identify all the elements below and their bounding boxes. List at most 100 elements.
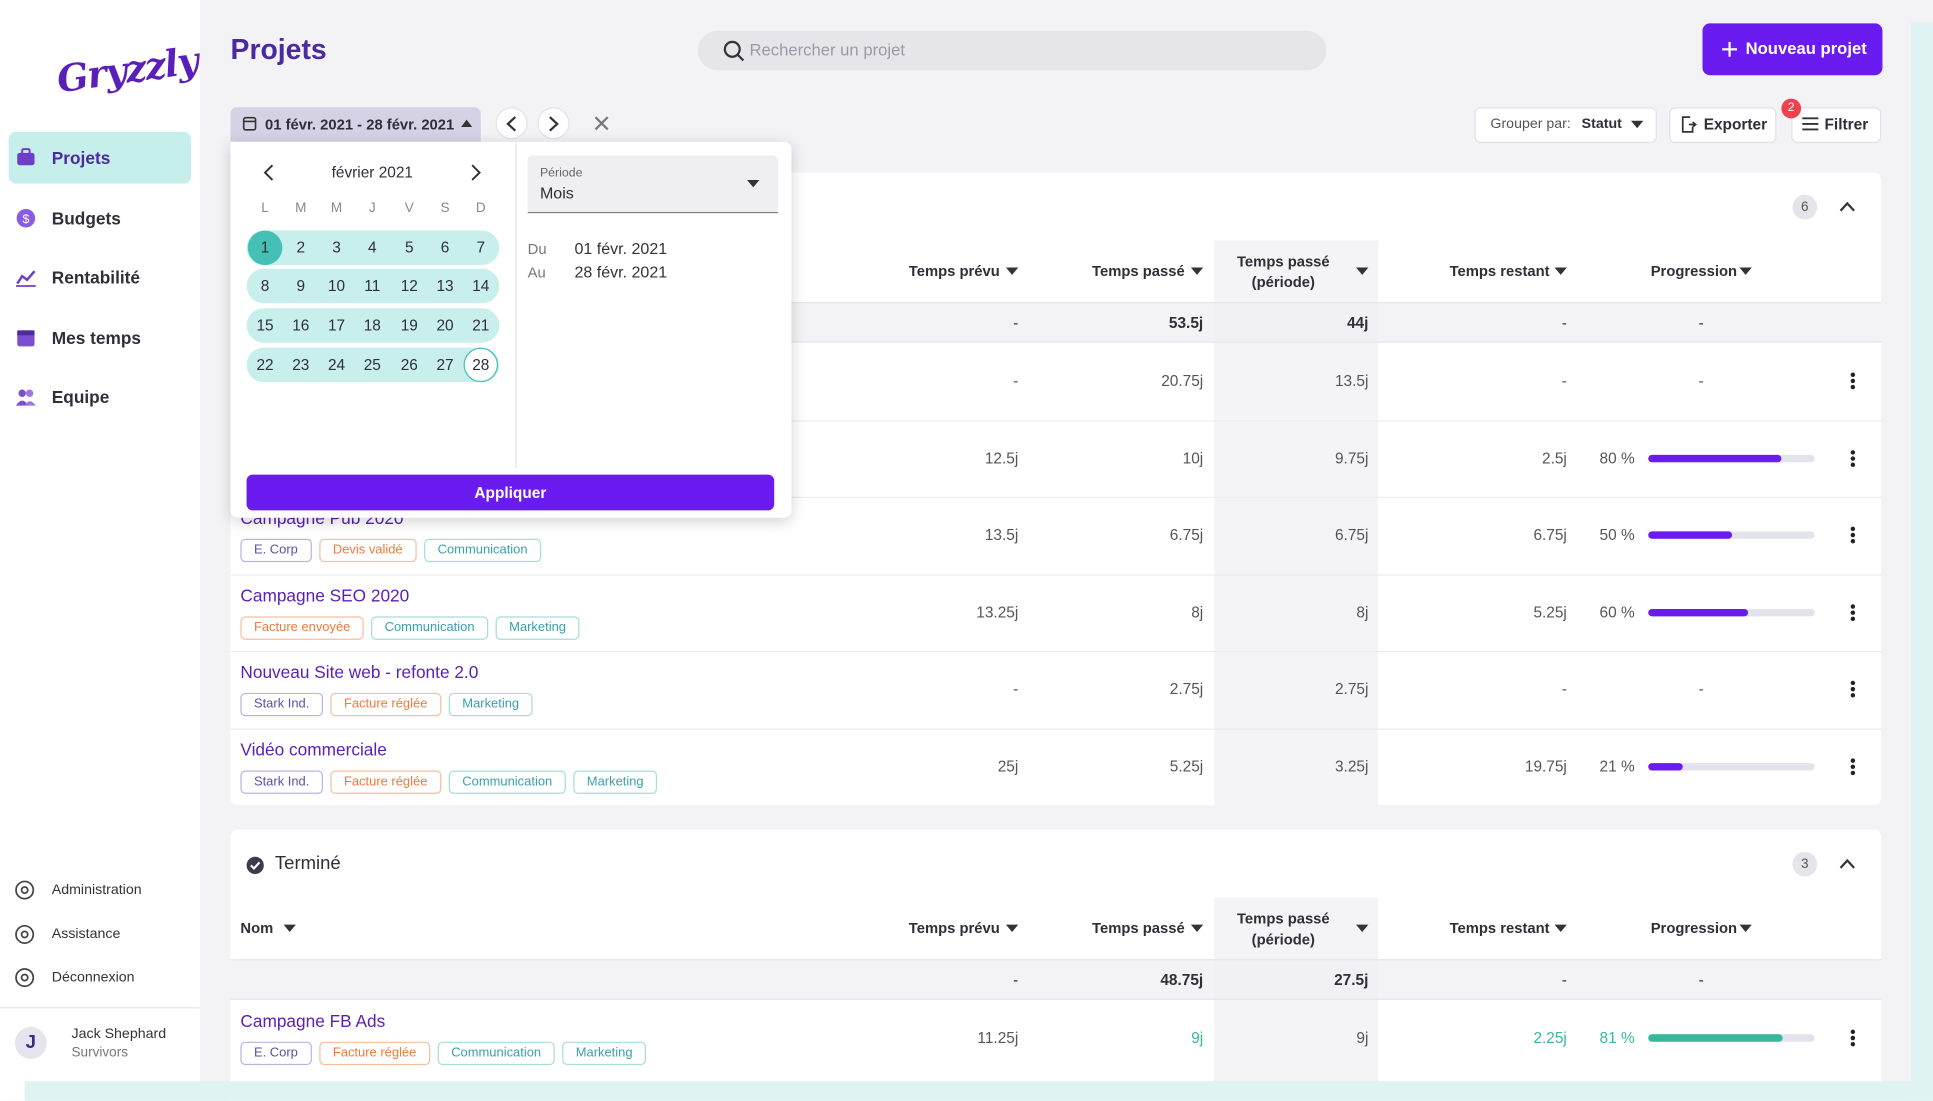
menu-item[interactable]: Administration [51, 882, 142, 898]
project-name[interactable]: Campagne FB Ads [240, 1010, 386, 1031]
row-menu[interactable] [1850, 603, 1856, 621]
chevron-part [549, 116, 559, 132]
sort-caret[interactable] [1630, 120, 1644, 129]
collapse-chevron[interactable] [1839, 858, 1855, 869]
filter-icon [1802, 117, 1819, 131]
date-nav-button[interactable] [537, 107, 570, 140]
calendar-day[interactable]: 15 [256, 316, 274, 335]
calendar-day[interactable]: 28 [472, 356, 490, 374]
row-menu[interactable] [1850, 757, 1856, 775]
calendar-day[interactable]: 7 [476, 239, 486, 257]
filter-button[interactable] [1791, 107, 1882, 144]
calendar-day[interactable]: 16 [292, 316, 310, 335]
sort-caret[interactable] [1356, 267, 1369, 275]
calendar-day[interactable]: 5 [404, 239, 414, 257]
calendar-day[interactable]: 17 [327, 316, 346, 335]
calendar-day[interactable]: 11 [364, 277, 381, 295]
calendar-day[interactable]: 23 [292, 356, 310, 374]
nav-icon[interactable]: $ [16, 208, 36, 228]
sort-caret[interactable] [1554, 924, 1567, 932]
calendar-day[interactable]: 1 [260, 239, 270, 257]
search-icon [723, 40, 745, 62]
nav-item[interactable]: Mes temps [51, 327, 141, 348]
calendar-day[interactable]: 27 [436, 356, 454, 374]
date-chip[interactable] [230, 107, 481, 142]
sort-caret[interactable] [1356, 924, 1369, 932]
collapse-chevron-part [1839, 201, 1855, 212]
row-divider [230, 650, 1882, 653]
row-menu[interactable] [1850, 372, 1856, 390]
nav-item[interactable]: Rentabilité [51, 267, 141, 288]
sort-caret[interactable] [1190, 267, 1204, 275]
row-menu[interactable] [1850, 1029, 1856, 1047]
group-by-label: Grouper par: [1490, 117, 1571, 132]
calendar-day[interactable]: 18 [363, 316, 381, 335]
nav-icon[interactable] [16, 327, 36, 347]
nav-item[interactable]: Equipe [51, 387, 110, 407]
row-menu[interactable] [1850, 680, 1856, 698]
sort-caret[interactable] [1190, 924, 1204, 932]
new-project-label: Nouveau projet [1745, 39, 1867, 58]
sort-caret[interactable] [1005, 924, 1019, 932]
menu-item[interactable]: Déconnexion [51, 970, 135, 985]
calendar-day[interactable]: 3 [332, 239, 341, 257]
export-button[interactable] [1669, 107, 1777, 144]
group-by-box[interactable] [1474, 107, 1657, 144]
row-menu-part [1850, 461, 1856, 467]
summary-value: - [1561, 970, 1567, 989]
nav-icon[interactable] [16, 268, 36, 288]
calendar-day[interactable]: 13 [436, 277, 454, 295]
collapse-chevron[interactable] [1839, 201, 1855, 212]
calendar-day[interactable]: 26 [400, 356, 418, 374]
nav-icon-part [16, 270, 36, 285]
filter-badge [1781, 98, 1802, 119]
calendar-day[interactable]: 14 [472, 277, 490, 295]
menu-item[interactable]: Assistance [51, 926, 121, 942]
project-name[interactable]: Vidéo commerciale [240, 739, 387, 759]
month-next[interactable] [471, 164, 481, 181]
nav-item[interactable]: Projets [51, 147, 111, 168]
nav-icon[interactable] [16, 387, 36, 407]
tag: Marketing [562, 1041, 647, 1066]
calendar-day[interactable]: 9 [296, 277, 306, 295]
tag: Marketing [495, 615, 580, 640]
calendar-day[interactable]: 19 [400, 316, 418, 335]
calendar-day[interactable]: 25 [363, 356, 381, 374]
sort-caret[interactable] [1739, 924, 1752, 932]
menu-icon[interactable] [15, 880, 35, 900]
clear-icon[interactable] [594, 116, 609, 131]
date-nav-button[interactable] [495, 107, 528, 140]
sort-caret[interactable] [1554, 267, 1567, 275]
month-prev[interactable] [263, 164, 274, 181]
project-name[interactable]: Nouveau Site web - refonte 2.0 [240, 662, 479, 682]
calendar-day[interactable]: 2 [296, 239, 306, 257]
menu-icon[interactable] [15, 968, 35, 988]
sort-caret[interactable] [283, 924, 296, 932]
menu-icon[interactable] [15, 924, 35, 944]
calendar-day[interactable]: 21 [472, 316, 490, 335]
calendar-day[interactable]: 12 [400, 277, 418, 295]
calendar-day[interactable]: 4 [368, 239, 377, 257]
nav-active-bg [8, 131, 192, 184]
calendar-day[interactable]: 10 [327, 277, 346, 295]
period-select[interactable] [527, 155, 778, 214]
cell-value: 2.75j [1169, 680, 1204, 698]
week-range [246, 268, 500, 304]
sort-caret-part [1190, 924, 1204, 932]
sort-caret[interactable] [1739, 267, 1752, 275]
calendar-day[interactable]: 22 [256, 356, 274, 374]
search-box[interactable] [697, 30, 1327, 71]
nav-icon[interactable] [16, 148, 36, 168]
calendar-day[interactable]: 20 [436, 316, 454, 335]
nav-item[interactable]: Budgets [51, 207, 121, 228]
column-header: Temps prévu [908, 919, 1000, 937]
calendar-day[interactable]: 6 [440, 239, 450, 257]
project-name[interactable]: Campagne SEO 2020 [240, 584, 410, 605]
apply-button[interactable] [246, 474, 775, 511]
sort-caret-part [1190, 267, 1204, 275]
row-menu[interactable] [1850, 526, 1856, 544]
sort-caret[interactable] [1005, 267, 1019, 275]
row-menu[interactable] [1850, 449, 1856, 467]
calendar-day[interactable]: 8 [260, 277, 270, 295]
calendar-day[interactable]: 24 [327, 356, 346, 374]
